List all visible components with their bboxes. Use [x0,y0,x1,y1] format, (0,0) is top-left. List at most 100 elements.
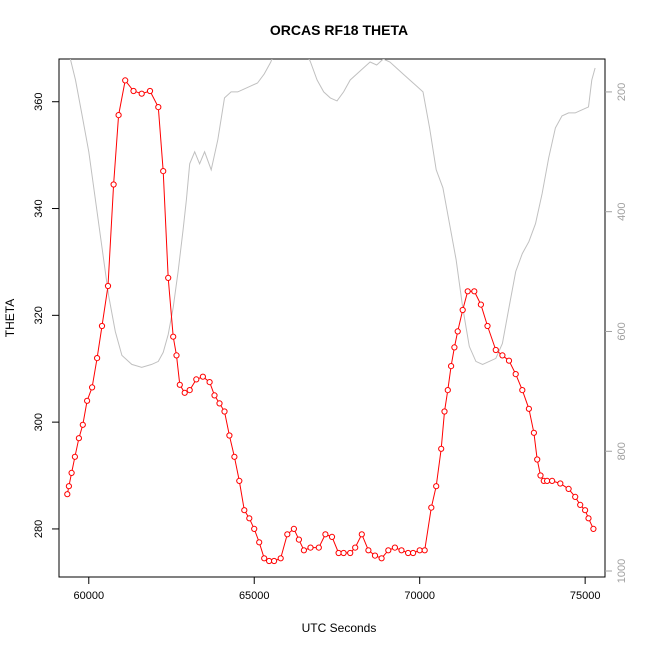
theta-point [94,355,101,362]
theta-point [328,533,336,541]
theta-point [130,87,137,95]
theta-point [448,363,455,370]
series-theta-line [66,79,594,562]
theta-point [295,536,302,543]
y2-tick-label: 1000 [616,559,628,583]
theta-point [438,445,445,452]
theta-point [577,501,584,508]
theta-point [199,373,206,380]
theta-point [477,301,484,308]
theta-point [433,483,440,490]
x-tick-label: 60000 [73,590,104,602]
theta-point [582,507,589,514]
theta-point [444,387,451,394]
y-tick-label: 280 [33,520,45,538]
series-pressure-line [69,59,596,368]
y-axis-left: 280 300 320 340 360 [33,93,59,538]
theta-point [585,515,592,522]
theta-point [173,352,180,359]
theta-point [358,531,365,538]
theta-point [451,344,458,351]
chart-title: ORCAS RF18 THETA [270,22,408,38]
y2-tick-label: 200 [616,83,628,101]
theta-point [530,429,538,436]
theta-point [165,274,172,281]
theta-point [251,525,258,533]
theta-point [284,531,291,538]
y-tick-label: 300 [33,413,45,431]
x-axis: 60000 65000 70000 75000 [73,576,601,602]
theta-point [378,555,385,562]
theta-point [146,87,154,95]
plot-frame [58,58,606,578]
theta-point [454,328,461,335]
theta-point [290,525,297,533]
theta-point [340,549,347,557]
theta-point [391,544,398,551]
theta-point [519,387,526,394]
theta-point [484,322,491,330]
theta-point [186,387,193,394]
theta-point [398,547,405,554]
theta-point [557,480,564,487]
theta-point [421,547,428,554]
x-axis-label: UTC Seconds [302,621,377,635]
y2-tick-label: 400 [616,203,628,221]
theta-point [441,408,448,415]
x-tick-label: 70000 [404,590,435,602]
theta-point [464,288,471,295]
theta-point [79,421,86,428]
theta-point [428,504,435,511]
theta-point [98,322,106,330]
y-tick-label: 360 [33,93,45,111]
theta-point [492,346,499,354]
plot-area [64,59,597,565]
theta-point [75,435,83,442]
theta-point [335,549,342,557]
theta-point [544,477,551,484]
theta-point [365,547,372,554]
theta-point [352,544,359,551]
theta-point [138,90,145,97]
theta-point [256,539,263,546]
y-tick-label: 340 [33,199,45,217]
theta-point [410,549,417,557]
theta-point [537,472,544,479]
theta-point [471,288,478,295]
theta-point [181,389,188,396]
y-tick-label: 320 [33,306,45,324]
theta-point [68,469,75,476]
theta-point [104,282,112,290]
theta-point [231,453,238,460]
theta-point [307,544,314,551]
theta-point [525,405,533,412]
y-axis-label: THETA [3,299,17,337]
theta-point [160,168,167,175]
theta-point [122,77,129,84]
theta-point [385,547,392,554]
theta-point [226,432,233,439]
theta-point [405,549,412,557]
theta-point [65,483,73,490]
theta-point [512,371,519,378]
theta-point [84,397,91,404]
x-tick-label: 75000 [570,590,601,602]
theta-point [221,408,228,415]
theta-point [266,557,273,565]
theta-point [499,352,506,359]
theta-point [459,306,466,314]
theta-point [534,456,541,463]
theta-point [71,453,79,460]
theta-point [549,477,556,484]
x-tick-label: 65000 [239,590,270,602]
theta-point [170,333,177,340]
theta-point [206,379,213,386]
theta-point [216,400,223,407]
theta-point [277,555,284,562]
theta-point [155,104,162,111]
theta-point [315,544,322,551]
theta-point [300,547,307,554]
theta-point [236,477,243,484]
theta-point [271,557,278,565]
